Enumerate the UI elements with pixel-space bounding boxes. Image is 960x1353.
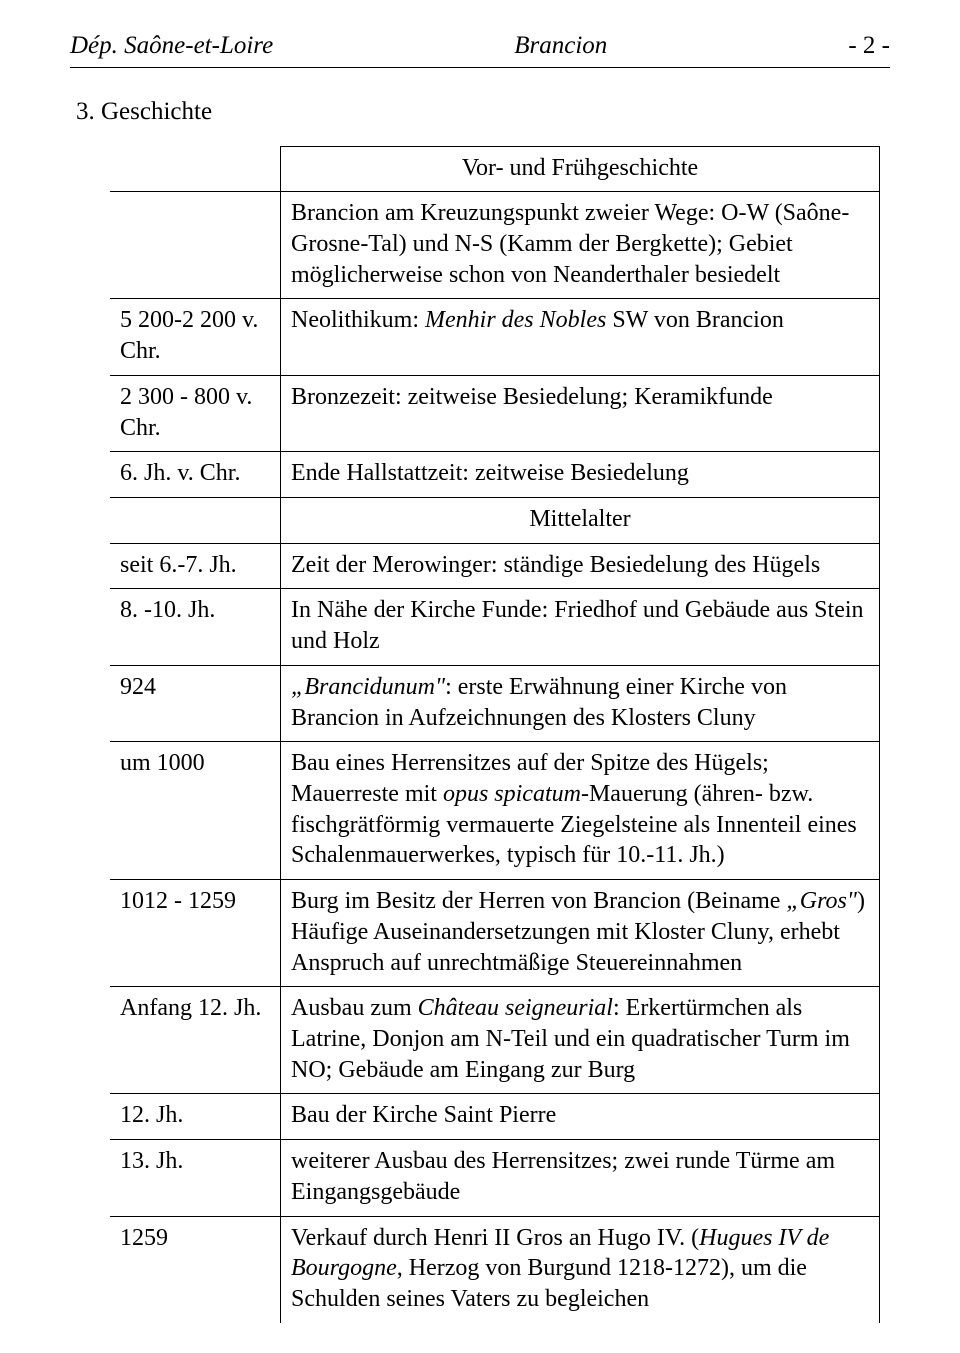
- date-cell: 1012 - 1259: [110, 880, 281, 987]
- event-cell: Burg im Besitz der Herren von Brancion (…: [281, 880, 880, 987]
- date-cell: um 1000: [110, 742, 281, 880]
- text: Verkauf durch Henri II Gros an Hugo IV. …: [291, 1225, 699, 1251]
- text-italic: opus spicatum: [443, 781, 581, 807]
- header-rule: [70, 67, 890, 68]
- event-cell: In Nähe der Kirche Funde: Friedhof und G…: [281, 589, 880, 665]
- date-cell: 8. -10. Jh.: [110, 589, 281, 665]
- event-cell: Ausbau zum Château seigneurial: Erkertür…: [281, 987, 880, 1094]
- date-cell-empty: [110, 192, 281, 299]
- era-heading-middleages: Mittelalter: [281, 497, 880, 543]
- text: Ausbau zum: [291, 995, 418, 1021]
- event-cell: weiterer Ausbau des Herrensitzes; zwei r…: [281, 1140, 880, 1216]
- text-italic: „Gros": [786, 888, 857, 914]
- table-row: Vor- und Frühgeschichte: [110, 146, 880, 192]
- date-cell: 12. Jh.: [110, 1094, 281, 1140]
- date-cell: Anfang 12. Jh.: [110, 987, 281, 1094]
- table-row: 12. Jh. Bau der Kirche Saint Pierre: [110, 1094, 880, 1140]
- text: Burg im Besitz der Herren von Brancion (…: [291, 888, 786, 914]
- event-cell: „Brancidunum": erste Erwähnung einer Kir…: [281, 665, 880, 741]
- text-italic: Menhir des Nobles: [425, 307, 606, 333]
- header-place: Brancion: [273, 30, 848, 61]
- date-cell: 2 300 - 800 v. Chr.: [110, 375, 281, 451]
- history-table: Vor- und Frühgeschichte Brancion am Kreu…: [110, 146, 880, 1323]
- date-cell: 6. Jh. v. Chr.: [110, 452, 281, 498]
- header-page-number: - 2 -: [848, 30, 890, 61]
- date-cell: seit 6.-7. Jh.: [110, 543, 281, 589]
- table-row: um 1000 Bau eines Herrensitzes auf der S…: [110, 742, 880, 880]
- event-cell: Zeit der Merowinger: ständige Besiedelun…: [281, 543, 880, 589]
- table-row: 2 300 - 800 v. Chr. Bronzezeit: zeitweis…: [110, 375, 880, 451]
- table-row: 1259 Verkauf durch Henri II Gros an Hugo…: [110, 1216, 880, 1323]
- text: SW von Brancion: [606, 307, 784, 333]
- table-row: seit 6.-7. Jh. Zeit der Merowinger: stän…: [110, 543, 880, 589]
- table-row: 13. Jh. weiterer Ausbau des Herrensitzes…: [110, 1140, 880, 1216]
- event-cell: Neolithikum: Menhir des Nobles SW von Br…: [281, 299, 880, 375]
- table-row: Anfang 12. Jh. Ausbau zum Château seigne…: [110, 987, 880, 1094]
- table-row: 8. -10. Jh. In Nähe der Kirche Funde: Fr…: [110, 589, 880, 665]
- event-cell: Verkauf durch Henri II Gros an Hugo IV. …: [281, 1216, 880, 1323]
- header-department: Dép. Saône-et-Loire: [70, 30, 273, 61]
- section-heading: 3. Geschichte: [76, 96, 890, 127]
- date-cell: 5 200-2 200 v. Chr.: [110, 299, 281, 375]
- table-row: 1012 - 1259 Burg im Besitz der Herren vo…: [110, 880, 880, 987]
- table-row: 924 „Brancidunum": erste Erwähnung einer…: [110, 665, 880, 741]
- event-cell: Bau eines Herrensitzes auf der Spitze de…: [281, 742, 880, 880]
- table-row: 5 200-2 200 v. Chr. Neolithikum: Menhir …: [110, 299, 880, 375]
- era-heading-prehistory: Vor- und Frühgeschichte: [281, 146, 880, 192]
- event-cell: Ende Hallstattzeit: zeitweise Besiedelun…: [281, 452, 880, 498]
- page-header: Dép. Saône-et-Loire Brancion - 2 -: [70, 30, 890, 61]
- event-cell: Bau der Kirche Saint Pierre: [281, 1094, 880, 1140]
- date-cell: 924: [110, 665, 281, 741]
- date-cell-empty: [110, 146, 281, 192]
- page: Dép. Saône-et-Loire Brancion - 2 - 3. Ge…: [0, 0, 960, 1353]
- text-italic: „Brancidunum": [291, 674, 445, 700]
- table-row: Mittelalter: [110, 497, 880, 543]
- event-cell: Brancion am Kreuzungspunkt zweier Wege: …: [281, 192, 880, 299]
- table-row: Brancion am Kreuzungspunkt zweier Wege: …: [110, 192, 880, 299]
- table-row: 6. Jh. v. Chr. Ende Hallstattzeit: zeitw…: [110, 452, 880, 498]
- date-cell-empty: [110, 497, 281, 543]
- date-cell: 13. Jh.: [110, 1140, 281, 1216]
- text-italic: Château seigneurial: [418, 995, 613, 1021]
- text: Neolithikum:: [291, 307, 425, 333]
- date-cell: 1259: [110, 1216, 281, 1323]
- event-cell: Bronzezeit: zeitweise Besiedelung; Keram…: [281, 375, 880, 451]
